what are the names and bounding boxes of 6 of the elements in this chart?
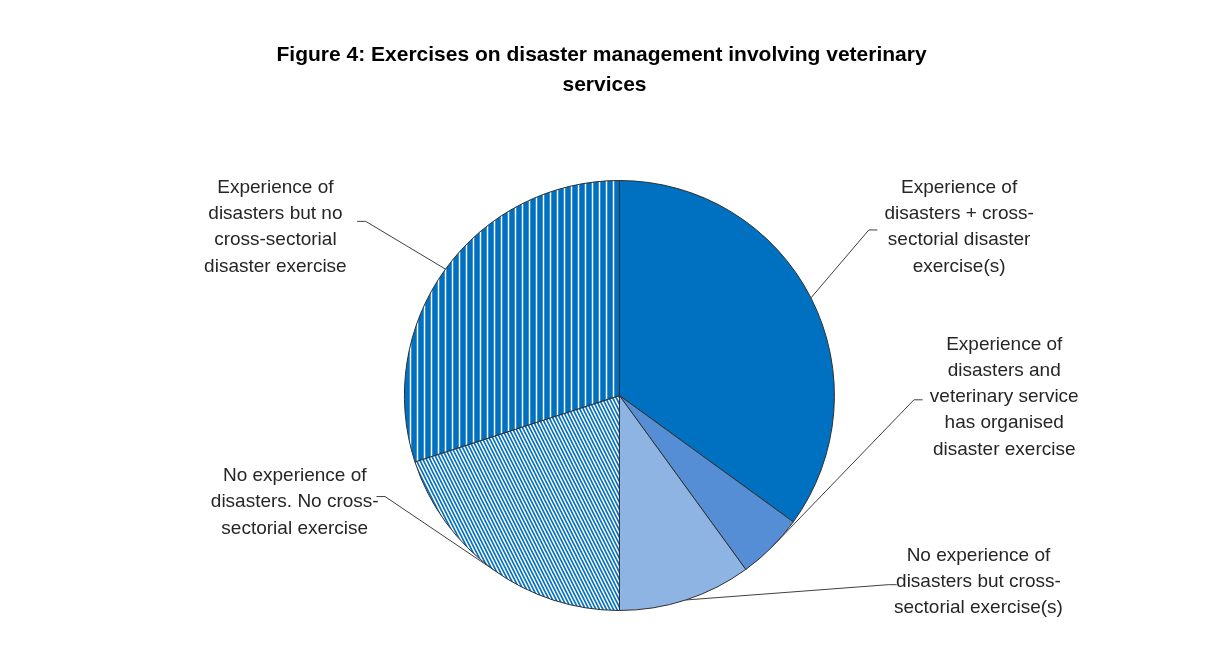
slice-label: Experience of disasters + cross-sectorial disaster exercise(s) [884,175,1034,276]
slice-label: No experience of disasters but cross-sectorial exercise(s) [893,543,1063,618]
chart-title: Figure 4: Exercises on disaster management involving veterinary services [276,42,927,95]
slice-label: No experience of disasters. No cross-sectorial exercise [210,464,379,538]
slice-label: Experience of disasters and veterinary service has organised disaster exercise [929,332,1079,459]
slice-label: Experience of disasters but no cross-sectorial disaster exercise [204,175,347,276]
